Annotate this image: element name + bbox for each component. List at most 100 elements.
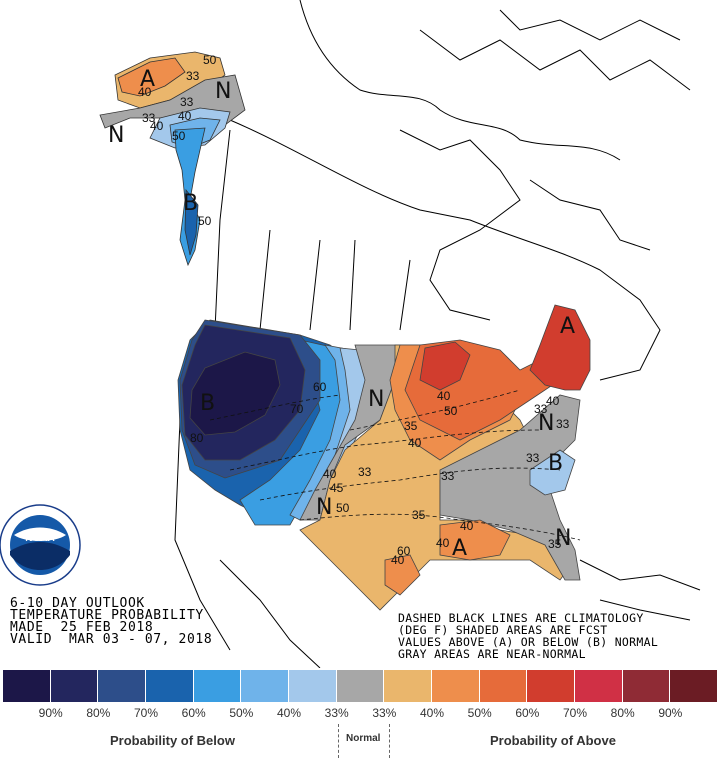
- contour-label: 60: [313, 380, 327, 394]
- contour-label: 70: [290, 402, 304, 416]
- florida-letter-n: N: [555, 526, 571, 551]
- legend-swatch: [193, 670, 242, 702]
- northeast-above-60: [529, 304, 591, 391]
- contour-labels: 50 40 33 33 40 50 33 40 50 80 70 60 50 4…: [138, 53, 570, 567]
- legend-tick-label: 80%: [86, 706, 111, 720]
- contour-label: 80: [190, 431, 204, 445]
- ak-below-60: [184, 188, 199, 256]
- legend-tick-label: 40%: [276, 706, 302, 720]
- notes-line-4: GRAY AREAS ARE NEAR-NORMAL: [398, 647, 586, 661]
- contour-label: 50: [172, 129, 186, 143]
- legend-color-bar: [3, 670, 719, 702]
- noaa-logo: NOAA: [0, 504, 81, 586]
- contour-label: 33: [142, 111, 156, 125]
- southeast-normal: [439, 394, 581, 581]
- carolina-below-33: [529, 449, 576, 496]
- texas-above-40: [384, 554, 421, 596]
- contour-label: 45: [330, 481, 344, 495]
- legend-above-caption: Probability of Above: [490, 733, 616, 748]
- title-line-4: VALID MAR 03 - 07, 2018: [10, 632, 213, 647]
- legend-swatch: [479, 670, 528, 702]
- panhandle-letter-b: B: [183, 191, 198, 216]
- contour-label: 33: [534, 402, 548, 416]
- legend-swatch: [527, 670, 576, 702]
- contour-label: 35: [404, 419, 418, 433]
- category-letters: A N N B B N N A N B A N: [108, 67, 575, 561]
- contour-label: 40: [138, 85, 152, 99]
- gulf-letter-a: A: [452, 536, 467, 561]
- basemap-outlines: [174, 0, 701, 668]
- legend-tick-label: 60%: [515, 706, 540, 720]
- legend-tick-label: 50%: [467, 706, 492, 720]
- noaa-logo-text: NOAA: [25, 533, 54, 544]
- contour-label: 40: [391, 553, 405, 567]
- contour-label: 40: [546, 394, 560, 408]
- notes-line-2: (DEG F) SHADED AREAS ARE FCST: [398, 623, 608, 637]
- gulf-above-40: [439, 519, 511, 561]
- legend-normal-divider: [338, 724, 339, 758]
- legend-tick-label: 33%: [372, 706, 397, 720]
- contour-label: 40: [437, 389, 451, 403]
- legend-swatch: [146, 670, 194, 702]
- contour-label: 33: [180, 95, 194, 109]
- legend-swatch: [670, 670, 719, 702]
- contour-label: 33: [358, 465, 372, 479]
- conus-region: [177, 304, 591, 611]
- contour-label: 33: [441, 469, 455, 483]
- title-line-1: 6-10 DAY OUTLOOK: [10, 596, 145, 611]
- west-letter-b: B: [200, 391, 215, 416]
- legend-below-caption: Probability of Below: [110, 733, 235, 748]
- legend-swatch: [575, 670, 623, 702]
- legend-tick-label: 33%: [324, 706, 349, 720]
- contour-label: 35: [548, 537, 562, 551]
- ak-letter-n-east: N: [215, 79, 231, 104]
- legend-swatch: [432, 670, 480, 702]
- outlook-title-block: 6-10 DAY OUTLOOK TEMPERATURE PROBABILITY…: [10, 596, 300, 647]
- contour-label: 50: [444, 404, 458, 418]
- legend-tick-label: 50%: [229, 706, 254, 720]
- outlook-map: A N N B B N N A N B A N 50 40 33 33 40 5…: [0, 0, 701, 668]
- contour-label: 40: [460, 519, 474, 533]
- legend-swatch: [50, 670, 99, 702]
- legend-tick-label: 70%: [133, 706, 159, 720]
- ak-letter-a: A: [140, 67, 155, 92]
- carolina-letter-b: B: [548, 451, 563, 476]
- ak-above-40: [117, 57, 186, 97]
- contour-label: 40: [150, 119, 164, 133]
- title-line-2: TEMPERATURE PROBABILITY: [10, 608, 204, 623]
- legend-tick-label: 90%: [658, 706, 683, 720]
- map-notes: DASHED BLACK LINES ARE CLIMATOLOGY (DEG …: [398, 612, 716, 660]
- legend-tick-label: 60%: [181, 706, 206, 720]
- legend-tick-label: 80%: [610, 706, 635, 720]
- legend-tick-label: 40%: [419, 706, 445, 720]
- contour-label: 40: [178, 109, 192, 123]
- contour-label: 33: [186, 69, 200, 83]
- contour-label: 60: [397, 544, 411, 558]
- climatology-lines: [209, 389, 581, 541]
- legend-swatch: [384, 670, 433, 702]
- legend-ticks: 90% 80% 70% 60% 50% 40% 33% 33% 40% 50% 60% 70% 80% 9…: [3, 706, 718, 722]
- contour-label: 40: [436, 536, 450, 550]
- southwest-letter-n: N: [316, 495, 332, 520]
- contour-label: 50: [198, 214, 212, 228]
- legend-tick-label: 90%: [38, 706, 63, 720]
- notes-line-3: VALUES ABOVE (A) OR BELOW (B) NORMAL: [398, 635, 659, 649]
- contour-label: 35: [412, 508, 426, 522]
- northeast-letter-a: A: [560, 314, 575, 339]
- alaska-region: [99, 51, 246, 267]
- legend-normal-caption: Normal: [346, 733, 381, 744]
- contour-label: 50: [203, 53, 217, 67]
- legend-swatch: [336, 670, 385, 702]
- legend-swatch: [98, 670, 147, 702]
- ak-letter-n-west: N: [108, 123, 124, 148]
- legend-swatch: [622, 670, 671, 702]
- west-below-90: [189, 351, 281, 436]
- legend-swatch: [3, 670, 51, 702]
- plains-letter-n: N: [368, 387, 384, 412]
- contour-label: 40: [408, 436, 422, 450]
- legend-normal-divider: [389, 724, 390, 758]
- contour-label: 33: [556, 417, 570, 431]
- contour-label: 33: [526, 451, 540, 465]
- notes-line-1: DASHED BLACK LINES ARE CLIMATOLOGY: [398, 611, 644, 625]
- greatlakes-above-60: [419, 341, 471, 391]
